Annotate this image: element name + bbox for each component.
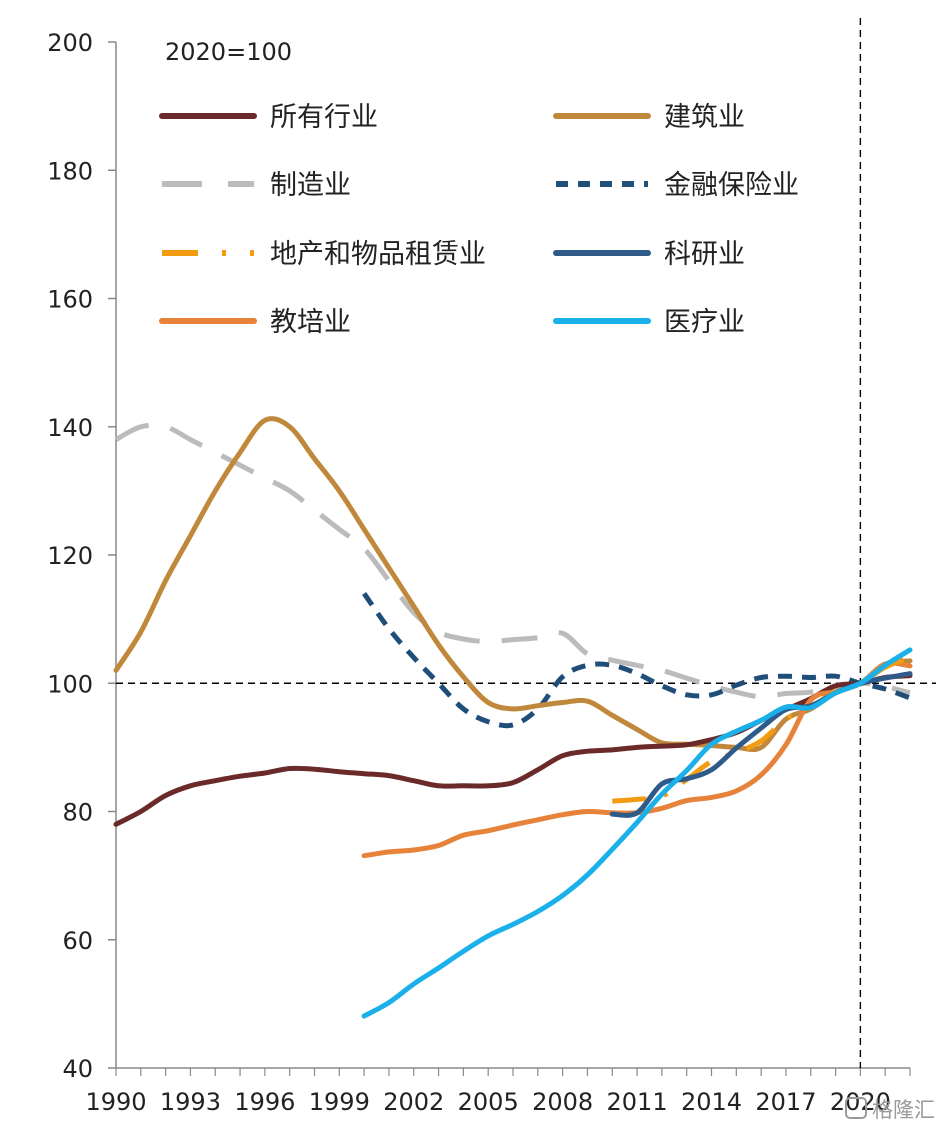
x-tick-label: 2020 bbox=[830, 1088, 891, 1116]
x-tick-label: 2014 bbox=[681, 1088, 742, 1116]
y-tick-label: 120 bbox=[47, 542, 93, 570]
x-tick-label: 2008 bbox=[532, 1088, 593, 1116]
series-line-7 bbox=[361, 647, 913, 1019]
series-line-3 bbox=[362, 592, 911, 729]
legend-label-2: 制造业 bbox=[270, 170, 351, 201]
watermark-text: 格隆汇 bbox=[872, 1098, 935, 1122]
y-tick-label: 80 bbox=[62, 799, 93, 827]
legend-label-5: 科研业 bbox=[664, 239, 745, 270]
y-tick-label: 40 bbox=[62, 1055, 93, 1083]
x-tick-label: 2017 bbox=[755, 1088, 816, 1116]
y-tick-label: 60 bbox=[62, 927, 93, 955]
legend-label-4: 地产和物品租赁业 bbox=[270, 239, 486, 270]
legend-label-0: 所有行业 bbox=[270, 102, 378, 133]
series-line-1 bbox=[113, 416, 913, 753]
x-tick-label: 1996 bbox=[234, 1088, 295, 1116]
legend-label-7: 医疗业 bbox=[664, 307, 745, 338]
watermark: 格隆汇 bbox=[845, 1097, 935, 1122]
legend-label-3: 金融保险业 bbox=[664, 170, 799, 201]
series-line-0 bbox=[113, 673, 913, 827]
x-tick-label: 1990 bbox=[85, 1088, 146, 1116]
y-tick-label: 160 bbox=[47, 286, 93, 314]
chart-subtitle: 2020=100 bbox=[165, 38, 292, 66]
watermark-logo-icon bbox=[845, 1097, 867, 1119]
series-layer bbox=[113, 416, 913, 1019]
x-tick-label: 2002 bbox=[383, 1088, 444, 1116]
x-tick-label: 2011 bbox=[607, 1088, 668, 1116]
x-tick-label: 1999 bbox=[309, 1088, 370, 1116]
y-tick-label: 100 bbox=[47, 670, 93, 698]
series-line-2 bbox=[114, 422, 911, 700]
x-tick-label: 1993 bbox=[160, 1088, 221, 1116]
axes: 40 60 80 100 120 140 160 180 200 1990 1993 1996 1999… bbox=[47, 29, 911, 1116]
series-line-4 bbox=[612, 655, 911, 804]
y-tick-label: 140 bbox=[47, 414, 93, 442]
y-tick-label: 200 bbox=[47, 29, 93, 57]
x-tick-label: 2005 bbox=[458, 1088, 519, 1116]
y-tick-label: 180 bbox=[47, 157, 93, 185]
reference-lines bbox=[116, 18, 936, 1068]
legend-label-1: 建筑业 bbox=[664, 102, 745, 133]
legend-label-6: 教培业 bbox=[270, 307, 351, 338]
